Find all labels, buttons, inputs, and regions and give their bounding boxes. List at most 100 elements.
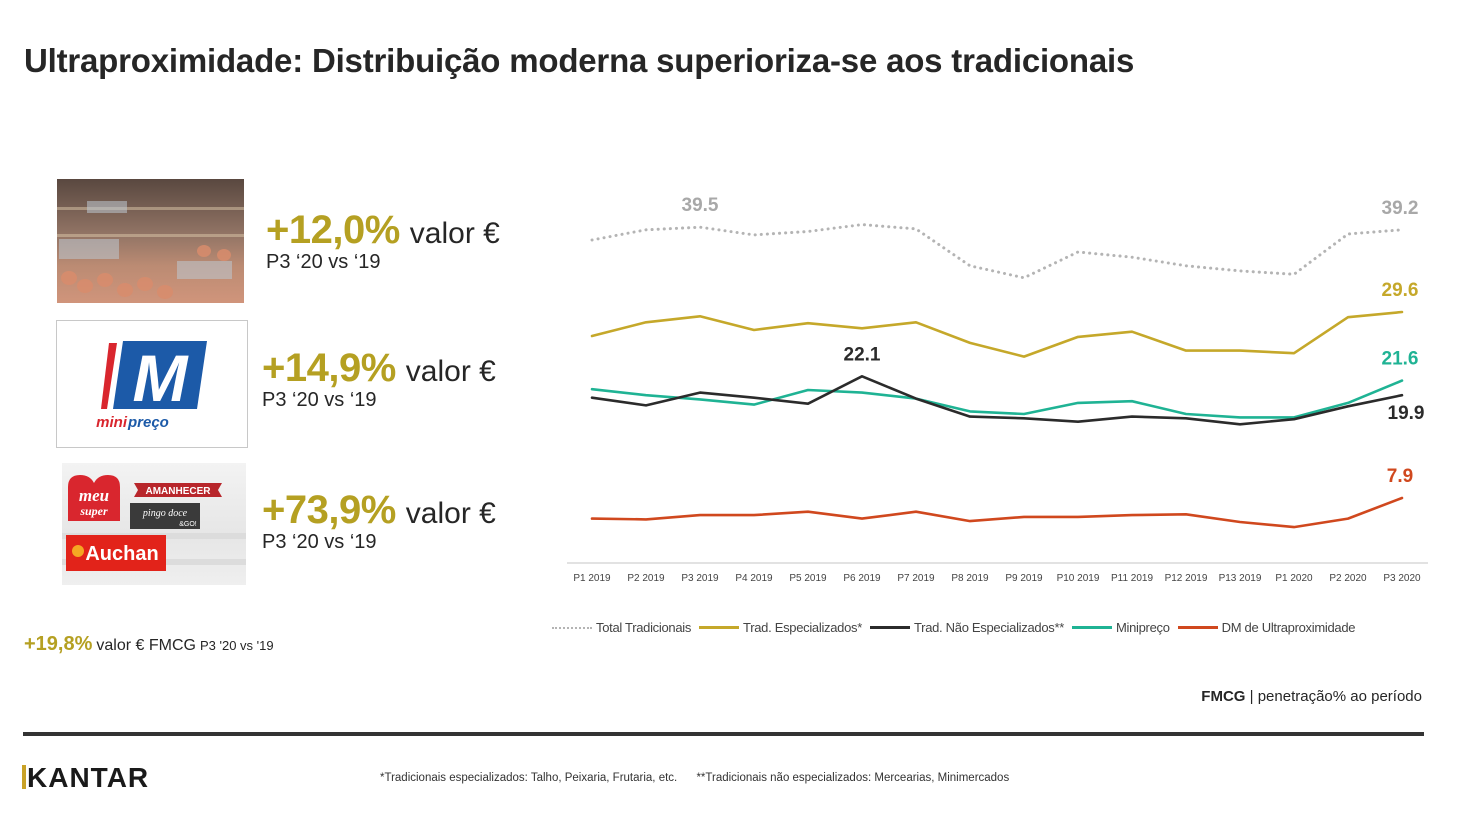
auchan-bird-icon [72, 545, 84, 557]
crate-decoration [59, 239, 119, 259]
data-label-total: 39.5 [682, 195, 719, 216]
legend-item-nao_especializados: Trad. Não Especializados** [870, 620, 1064, 635]
stat-period: P3 ‘20 vs ‘19 [262, 389, 377, 411]
x-tick-label: P2 2019 [627, 573, 665, 584]
minipreco-preco-text: preço [127, 414, 169, 431]
brands-graphic: meu super AMANHECER pingo doce &GO! Auch… [62, 475, 246, 571]
stat-percentage: +73,9% [262, 488, 396, 532]
x-tick-label: P2 2020 [1329, 573, 1367, 584]
series-line-nao_especializados [590, 374, 1404, 426]
metric-note-text: | penetração% ao período [1245, 688, 1422, 705]
stat-minipreco: +14,9% valor € P3 ‘20 vs ‘19 [262, 346, 496, 412]
data-label-dm: 7.9 [1387, 466, 1413, 487]
stat-unit: valor € [405, 497, 496, 530]
minipreco-blue-box [113, 341, 207, 409]
pingo-doce-box [130, 503, 200, 529]
x-tick-label: P10 2019 [1057, 573, 1100, 584]
legend-swatch [1071, 626, 1112, 629]
legend-item-total: Total Tradicionais [552, 620, 691, 635]
stat-proximity: +73,9% valor € P3 ‘20 vs ‘19 [262, 488, 496, 554]
fmcg-label: valor € FMCG [96, 637, 196, 654]
minipreco-logo-graphic: M mini preço [96, 341, 207, 431]
footnote-especializados: *Tradicionais especializados: Talho, Pei… [380, 772, 678, 784]
fruit-decoration [97, 273, 113, 287]
minipreco-m-letter: M [133, 341, 190, 415]
fmcg-summary: +19,8% valor € FMCG P3 '20 vs '19 [24, 633, 274, 656]
kantar-logo: KANTAR [22, 762, 149, 794]
minipreco-mini-text: mini [96, 414, 128, 431]
amanhecer-banner [134, 483, 222, 497]
x-tick-label: P3 2019 [681, 573, 719, 584]
meu-super-text-2: super [79, 504, 108, 518]
data-labels: 39.5 39.2 29.6 21.6 22.1 19.9 7.9 [682, 195, 1425, 487]
legend-swatch [699, 626, 740, 629]
data-label-minipreco: 21.6 [1382, 349, 1419, 370]
legend-item-minipreco: Minipreço [1071, 620, 1170, 635]
series-line-especializados [590, 310, 1404, 358]
stat-percentage: +12,0% [266, 208, 400, 252]
shelf-decoration [57, 207, 244, 210]
chart-lines [590, 223, 1404, 529]
data-label-total: 39.2 [1382, 198, 1419, 219]
kantar-logo-text: KANTAR [27, 762, 150, 793]
legend-item-dm: DM de Ultraproximidade [1177, 620, 1356, 635]
metric-note: FMCG | penetração% ao período [1201, 688, 1422, 705]
x-tick-label: P9 2019 [1005, 573, 1043, 584]
stat-unit: valor € [409, 217, 500, 250]
fruit-decoration [157, 285, 173, 299]
fmcg-percentage: +19,8% [24, 633, 93, 655]
legend-item-especializados: Trad. Especializados* [699, 620, 862, 635]
x-tick-label: P6 2019 [843, 573, 881, 584]
x-tick-label: P4 2019 [735, 573, 773, 584]
chart-legend: Total Tradicionais Trad. Especializados* T… [552, 620, 1363, 635]
amanhecer-text: AMANHECER [146, 486, 212, 497]
stat-period: P3 ‘20 vs ‘19 [262, 531, 377, 553]
stat-percentage: +14,9% [262, 346, 396, 390]
x-tick-label: P3 2020 [1383, 573, 1421, 584]
x-tick-label: P11 2019 [1111, 573, 1154, 584]
x-tick-label: P5 2019 [789, 573, 827, 584]
legend-label: Minipreço [1115, 620, 1170, 635]
series-line-dm [590, 496, 1404, 529]
pingo-doce-text: pingo doce [142, 508, 188, 519]
auchan-text: Auchan [85, 543, 158, 565]
x-tick-label: P12 2019 [1165, 573, 1208, 584]
crate-decoration [177, 261, 232, 279]
data-label-nao_especializados: 22.1 [844, 344, 881, 365]
stat-traditional: +12,0% valor € P3 ‘20 vs ‘19 [266, 208, 500, 274]
traditional-store-photo [57, 179, 244, 303]
legend-label: DM de Ultraproximidade [1221, 620, 1356, 635]
x-tick-label: P1 2019 [573, 573, 611, 584]
legend-label: Trad. Não Especializados** [914, 620, 1064, 635]
pingo-doce-go-text: &GO! [179, 521, 197, 528]
stat-unit: valor € [405, 355, 496, 388]
crate-decoration [87, 201, 127, 213]
fruit-decoration [117, 283, 133, 297]
legend-swatch [870, 626, 910, 629]
data-label-nao_especializados: 19.9 [1388, 403, 1425, 424]
legend-swatch [552, 626, 592, 629]
proximity-brands-logos: meu super AMANHECER pingo doce &GO! Auch… [62, 463, 246, 585]
legend-swatch [1177, 626, 1218, 629]
kantar-logo-bar [22, 765, 26, 789]
meu-super-heart [68, 475, 120, 521]
fruit-decoration [77, 279, 93, 293]
x-tick-label: P1 2020 [1275, 573, 1313, 584]
fruit-decoration [197, 245, 211, 257]
metric-note-bold: FMCG [1201, 688, 1246, 705]
footnotes: *Tradicionais especializados: Talho, Pei… [380, 772, 1025, 784]
footer-divider [23, 732, 1424, 736]
fruit-decoration [217, 249, 231, 261]
meu-super-text-1: meu [79, 486, 109, 505]
data-label-especializados: 29.6 [1382, 280, 1419, 301]
minipreco-logo: M mini preço [56, 320, 248, 448]
series-line-minipreco [590, 379, 1404, 419]
legend-label: Total Tradicionais [596, 620, 692, 635]
footnote-nao-especializados: **Tradicionais não especializados: Merce… [696, 772, 1010, 784]
stat-period: P3 ‘20 vs ‘19 [266, 251, 381, 273]
legend-label: Trad. Especializados* [743, 620, 862, 635]
fruit-decoration [61, 271, 77, 285]
series-line-total [590, 223, 1404, 280]
x-tick-label: P13 2019 [1219, 573, 1262, 584]
